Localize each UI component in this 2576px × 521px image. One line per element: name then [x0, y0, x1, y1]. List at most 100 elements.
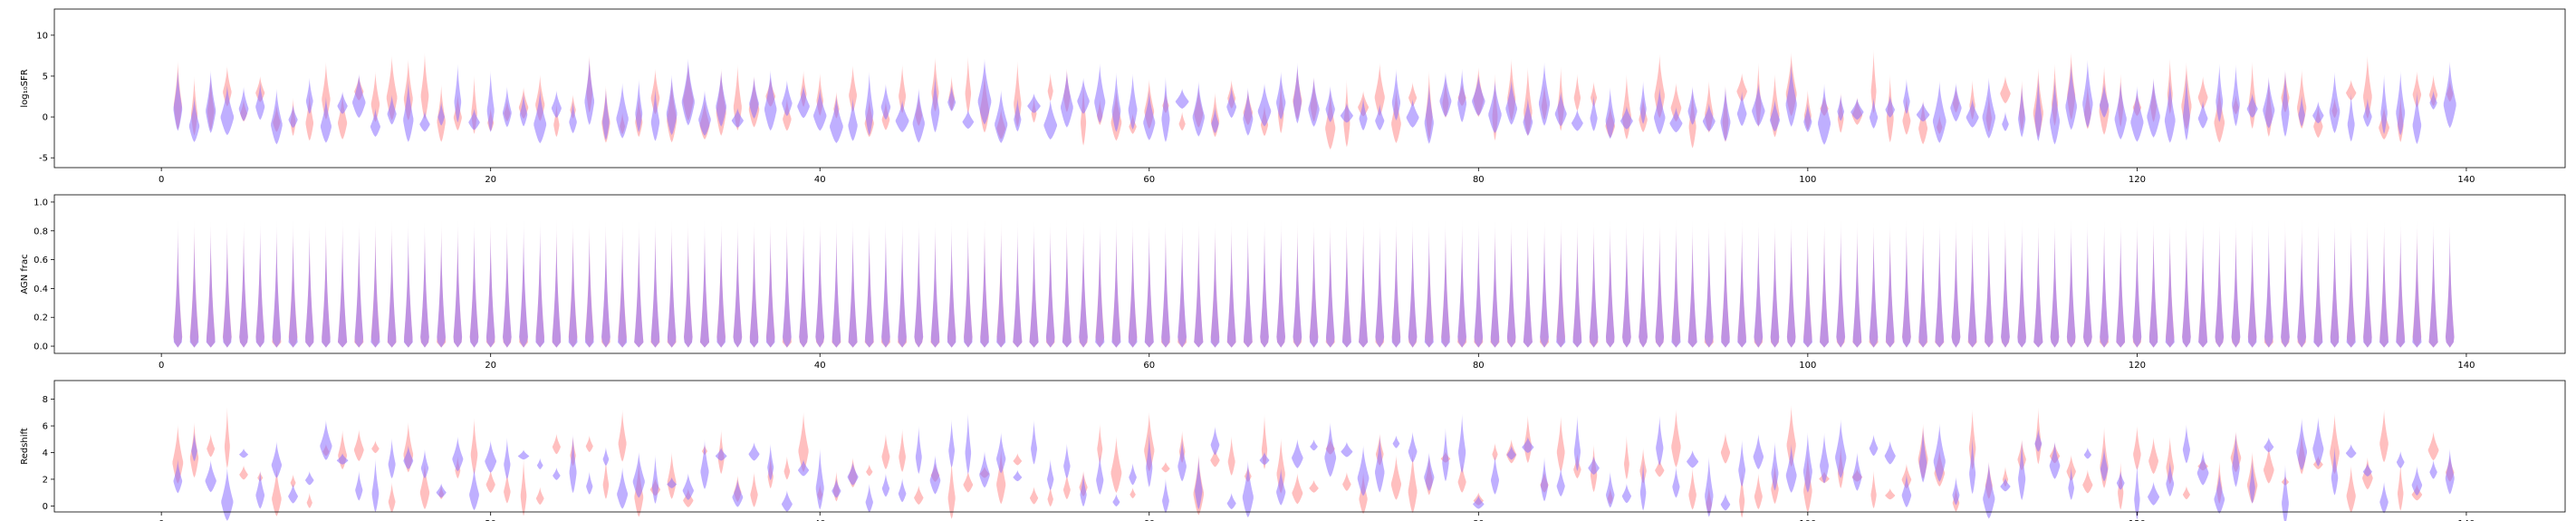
violin-136-series-2	[2396, 220, 2406, 348]
violin-118-series-2	[2100, 446, 2109, 482]
violin-122-series-2	[2165, 221, 2175, 348]
violin-43-series-2	[865, 220, 874, 348]
violin-96-series-1	[1736, 72, 1747, 102]
violin-80-series-2	[1472, 74, 1485, 116]
violin-130-series-2	[2296, 418, 2308, 470]
violin-4-series-2	[221, 467, 234, 521]
violin-3-series-2	[205, 459, 216, 493]
violin-102-series-2	[1836, 220, 1846, 348]
violin-118-series-2	[2100, 220, 2109, 348]
violin-25-series-2	[569, 101, 577, 134]
violin-94-series-2	[1705, 456, 1714, 517]
violin-91-series-2	[1656, 415, 1664, 466]
violin-23-series-2	[536, 458, 543, 470]
violin-136-series-1	[2398, 461, 2404, 511]
violin-87-series-1	[1591, 81, 1598, 107]
violin-90-series-2	[1639, 459, 1647, 511]
violin-74-series-2	[1375, 220, 1385, 348]
violin-52-series-2	[1014, 97, 1022, 132]
violin-31-series-2	[667, 477, 677, 488]
violin-81-series-2	[1491, 454, 1499, 495]
violin-7-series-2	[271, 440, 283, 478]
violin-58-series-1	[1110, 436, 1122, 494]
violin-97-series-2	[1752, 82, 1765, 127]
violin-124-series-2	[2198, 219, 2208, 348]
x-tick-label: 80	[1473, 175, 1485, 185]
panel-1: 0 20 40 60 80 100 120 140 -5 0 5 10 log₁₀SFR	[20, 8, 2566, 185]
violin-115-series-2	[2050, 220, 2060, 348]
violin-34-series-2	[715, 447, 727, 461]
violin-134-series-1	[2363, 55, 2372, 120]
violin-79-series-2	[1457, 219, 1466, 348]
violin-120-series-2	[2130, 86, 2144, 142]
violin-93-series-1	[1688, 468, 1697, 510]
violin-117-series-2	[2082, 219, 2092, 348]
violin-10-series-2	[320, 96, 332, 143]
violin-96-series-2	[1738, 439, 1746, 487]
y-axis-label: Redshift	[20, 428, 30, 465]
violin-78-series-2	[1441, 219, 1450, 348]
violin-54-series-2	[1047, 458, 1054, 491]
y-tick-label: -5	[39, 154, 48, 164]
violin-92-series-2	[1672, 466, 1680, 498]
x-tick-label: 100	[1799, 519, 1816, 521]
violin-72-series-2	[1341, 441, 1353, 458]
violin-46-series-1	[914, 485, 924, 505]
violin-123-series-2	[2182, 220, 2191, 348]
violin-24-series-1	[552, 433, 561, 455]
violin-37-series-2	[764, 70, 777, 131]
violin-111-series-2	[1983, 461, 1995, 519]
violin-44-series-2	[881, 219, 890, 348]
violin-72-series-2	[1340, 102, 1353, 123]
violin-34-series-2	[716, 70, 726, 127]
violin-21-series-2	[504, 437, 511, 479]
violin-85-series-2	[1556, 220, 1566, 348]
x-tick-label: 20	[485, 175, 496, 185]
x-tick-label: 140	[2457, 175, 2475, 185]
violin-58-series-2	[1112, 493, 1120, 507]
violin-116-series-2	[2065, 63, 2077, 130]
violin-68-series-2	[1276, 71, 1286, 120]
violin-6-series-2	[255, 470, 265, 509]
violin-99-series-1	[1786, 405, 1796, 468]
violin-119-series-2	[2114, 82, 2127, 140]
violin-9-series-1	[305, 91, 313, 141]
violin-5-series-2	[239, 222, 248, 348]
x-tick-label: 60	[1143, 519, 1155, 521]
violin-89-series-1	[1624, 435, 1629, 480]
violin-97-series-2	[1753, 433, 1764, 469]
violin-108-series-2	[1933, 423, 1946, 482]
violin-24-series-1	[553, 102, 560, 138]
violin-10-series-2	[320, 420, 332, 460]
violin-116-series-2	[2068, 466, 2074, 500]
violin-121-series-2	[2147, 78, 2160, 138]
violin-128-series-2	[2264, 437, 2274, 453]
violin-59-series-2	[1128, 220, 1138, 348]
violin-123-series-1	[2182, 485, 2190, 500]
violin-26-series-2	[584, 58, 595, 126]
violin-7-series-2	[272, 220, 282, 348]
violin-132-series-2	[2329, 72, 2341, 133]
violin-107-series-2	[1918, 427, 1927, 483]
violin-107-series-2	[1916, 101, 1930, 122]
violin-53-series-2	[1027, 92, 1041, 113]
violin-26-series-2	[586, 471, 593, 495]
y-axis-label: AGN frac	[20, 254, 30, 294]
violin-105-series-1	[1885, 487, 1896, 500]
violin-53-series-2	[1029, 220, 1039, 348]
violin-13-series-1	[371, 440, 380, 454]
violin-3-series-2	[206, 70, 216, 133]
violin-84-series-2	[1540, 220, 1549, 348]
violin-25-series-2	[569, 434, 577, 494]
violin-74-series-2	[1375, 434, 1385, 493]
violin-13-series-2	[371, 458, 380, 513]
violin-42-series-2	[847, 461, 859, 486]
violin-78-series-2	[1442, 428, 1449, 482]
violin-67-series-2	[1257, 82, 1272, 127]
violin-128-series-2	[2263, 76, 2275, 129]
violin-115-series-2	[2049, 440, 2061, 479]
violin-6-series-2	[255, 82, 265, 121]
violin-48-series-2	[947, 85, 956, 111]
violin-65-series-2	[1226, 220, 1236, 348]
violin-48-series-1	[947, 458, 956, 519]
